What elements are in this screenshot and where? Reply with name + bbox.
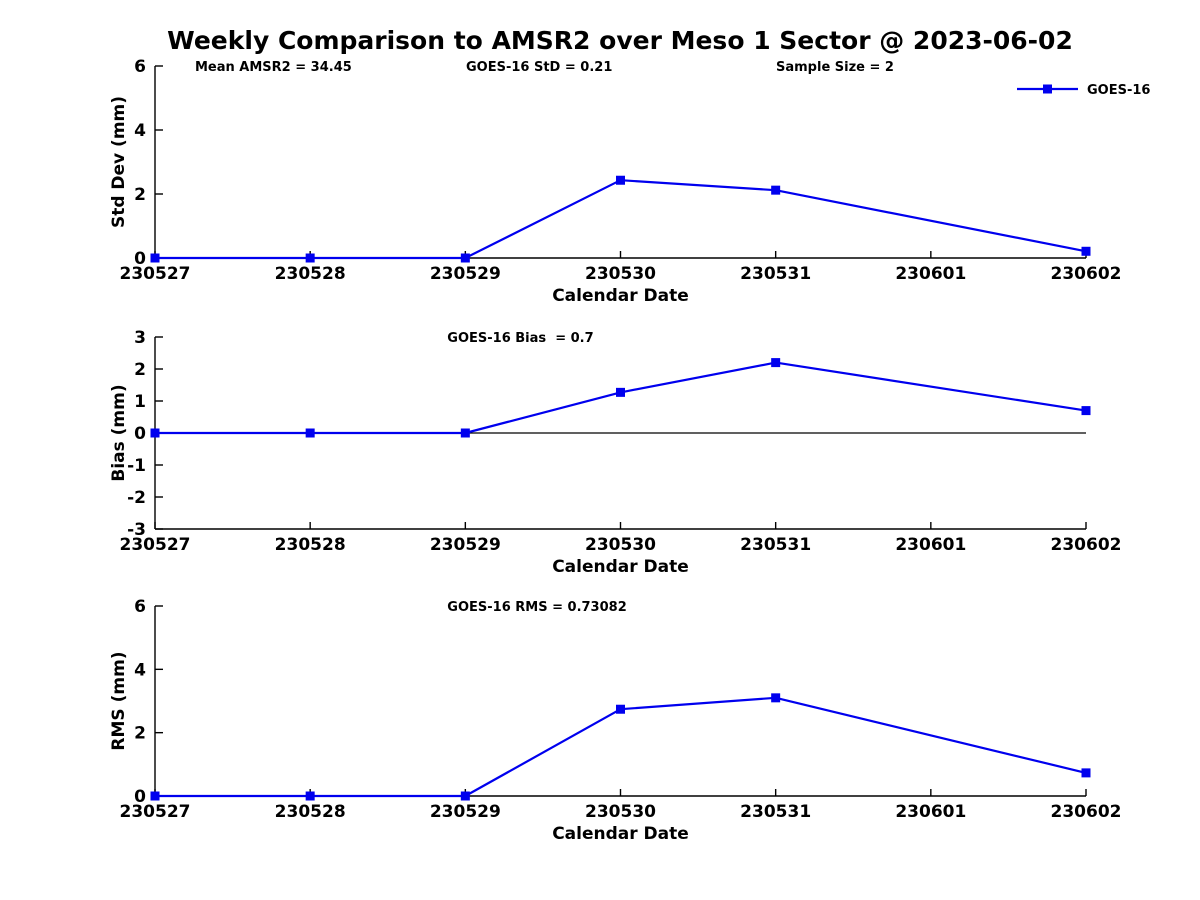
y-tick-label: 3 [134, 328, 146, 348]
x-tick-label: 230601 [895, 802, 966, 822]
legend-marker [1043, 84, 1052, 94]
x-tick-label: 230601 [895, 264, 966, 284]
x-axis-label: Calendar Date [552, 824, 689, 844]
y-tick-label: 6 [134, 57, 146, 77]
data-marker [305, 428, 315, 438]
y-tick-label: 0 [134, 424, 146, 444]
legend-label: GOES-16 [1087, 83, 1150, 98]
data-marker [771, 693, 781, 703]
data-marker [305, 791, 315, 801]
data-marker [150, 428, 160, 438]
x-axis-label: Calendar Date [552, 557, 689, 577]
data-marker [771, 358, 781, 368]
x-tick-label: 230530 [585, 802, 656, 822]
x-tick-label: 230528 [275, 802, 346, 822]
data-marker [150, 791, 160, 801]
data-marker [616, 704, 625, 714]
annotation: GOES-16 Bias = 0.7 [447, 331, 593, 346]
y-tick-label: -2 [127, 488, 146, 508]
x-tick-label: 230531 [740, 264, 811, 284]
data-marker [150, 253, 160, 263]
annotation: Mean AMSR2 = 34.45 [195, 60, 352, 75]
y-tick-label: 0 [134, 249, 146, 269]
x-tick-label: 230601 [895, 535, 966, 555]
y-tick-label: 2 [134, 724, 146, 744]
x-tick-label: 230530 [585, 264, 656, 284]
annotation: GOES-16 RMS = 0.73082 [447, 600, 626, 615]
series-line [155, 361, 1087, 435]
y-axis-label: RMS (mm) [109, 651, 129, 750]
data-marker [616, 175, 625, 185]
subplot-std: 0 2 4 6 230527 230528 230529 230530 230531 230601… [109, 57, 1150, 306]
x-tick-label: 230531 [740, 802, 811, 822]
subplot-bias: -3 -2 -1 0 1 2 3 230527 230528 230529 230530 230531… [109, 328, 1121, 577]
data-marker [1081, 246, 1091, 256]
x-axis-label: Calendar Date [552, 286, 689, 306]
x-tick-label: 230531 [740, 535, 811, 555]
x-tick-label: 230527 [120, 535, 191, 555]
y-tick-label: 6 [134, 597, 146, 617]
x-tick-label: 230529 [430, 535, 501, 555]
data-marker [305, 253, 315, 263]
y-tick-label: 0 [134, 787, 146, 807]
x-tick-label: 230602 [1051, 264, 1122, 284]
data-marker [616, 387, 625, 397]
y-tick-label: 4 [134, 121, 146, 141]
series-line [155, 179, 1087, 260]
series-line [155, 696, 1087, 798]
annotation: Sample Size = 2 [776, 60, 894, 75]
x-tick-label: 230528 [275, 535, 346, 555]
data-marker [460, 253, 470, 263]
y-axis-label: Bias (mm) [109, 384, 129, 481]
y-tick-label: 4 [134, 660, 146, 680]
y-axis-label: Std Dev (mm) [109, 96, 129, 228]
subplot-rms: 0 2 4 6 230527 230528 230529 230530 230531 230601… [109, 597, 1121, 844]
y-tick-label: 2 [134, 360, 146, 380]
data-marker [771, 185, 781, 195]
annotation: GOES-16 StD = 0.21 [466, 60, 612, 75]
data-marker [1081, 406, 1091, 416]
figure-title: Weekly Comparison to AMSR2 over Meso 1 S… [167, 26, 1073, 55]
x-tick-label: 230602 [1051, 802, 1122, 822]
x-tick-label: 230528 [275, 264, 346, 284]
x-tick-label: 230527 [120, 264, 191, 284]
y-tick-label: -1 [127, 456, 146, 476]
x-tick-label: 230527 [120, 802, 191, 822]
data-marker [1081, 768, 1091, 778]
x-tick-label: 230530 [585, 535, 656, 555]
y-tick-label: 1 [134, 392, 146, 412]
y-tick-label: 2 [134, 185, 146, 205]
x-tick-label: 230529 [430, 802, 501, 822]
x-tick-label: 230602 [1051, 535, 1122, 555]
legend: GOES-16 [1017, 83, 1150, 98]
data-marker [460, 791, 470, 801]
y-tick-label: -3 [127, 520, 146, 540]
data-marker [460, 428, 470, 438]
x-tick-label: 230529 [430, 264, 501, 284]
